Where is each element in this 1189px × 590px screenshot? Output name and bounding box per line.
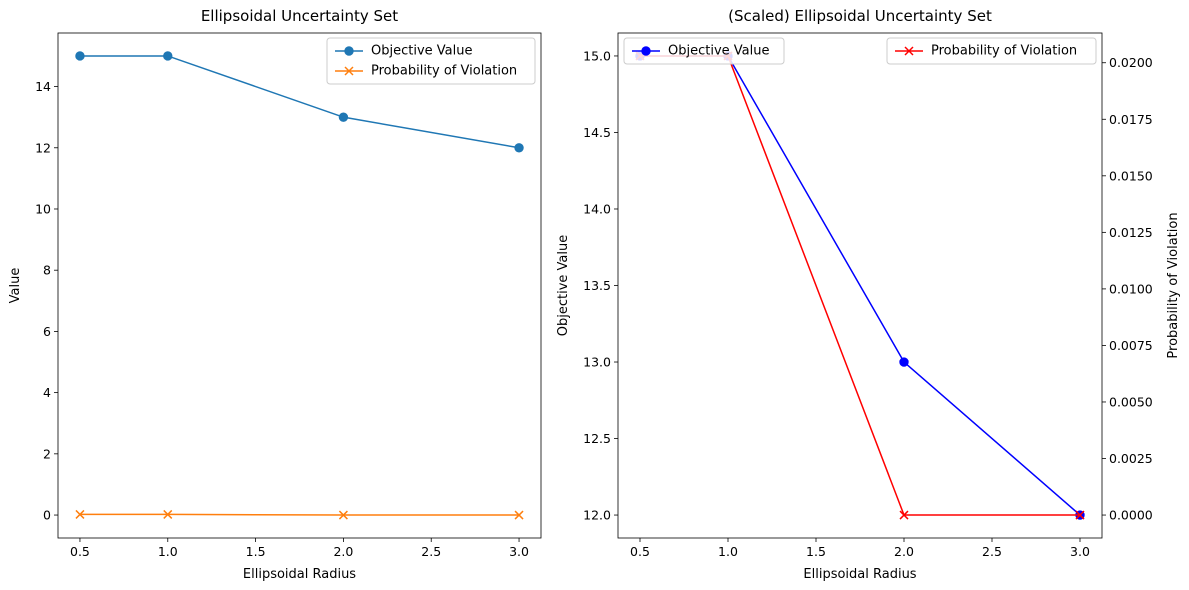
c2-plot-frame: [617, 32, 1103, 539]
c1-ytick-label-7: 14: [35, 79, 51, 94]
c1-plot-frame: [57, 32, 542, 539]
c2-xtick-label-1: 1.0: [718, 544, 738, 559]
c2-point-s0-2: [899, 357, 909, 367]
c1-series-line-0: [79, 55, 520, 149]
c1-ylabel: Value: [8, 268, 23, 304]
c2-ytick-label-1: 12.5: [583, 431, 611, 446]
c1-point-s1-1: [163, 509, 173, 519]
c1-xtick-label-0: 0.5: [70, 544, 90, 559]
c2-ytick-label-5: 14.5: [583, 125, 611, 140]
c2-y2tick-label-6: 0.0150: [1109, 168, 1153, 183]
c1-legend-box: [326, 37, 536, 85]
c1-legend-label-0: Objective Value: [371, 44, 472, 59]
c1-ytick-label-5: 10: [35, 201, 51, 216]
c2-xtick-label-0: 0.5: [630, 544, 650, 559]
c1-xtick-label-2: 1.5: [246, 544, 266, 559]
c1-ytick-label-1: 2: [43, 446, 51, 461]
c1-ytick-label-3: 6: [43, 324, 51, 339]
c1-xlabel: Ellipsoidal Radius: [243, 567, 356, 582]
c2-y2label: Probability of Violation: [1166, 212, 1181, 358]
c2-title: (Scaled) Ellipsoidal Uncertainty Set: [728, 7, 992, 25]
c1-xtick-label-5: 3.0: [509, 544, 529, 559]
c2-y2tick-label-2: 0.0050: [1109, 394, 1153, 409]
c2-ytick-label-6: 15.0: [583, 48, 611, 63]
c2-y2tick-label-3: 0.0075: [1109, 338, 1153, 353]
c1-legend-marker-0: [344, 46, 354, 56]
c2-point-s1-2: [899, 510, 909, 520]
c1-xtick-label-3: 2.0: [333, 544, 353, 559]
c1-xtick-label-4: 2.5: [421, 544, 441, 559]
c2-xtick-label-4: 2.5: [982, 544, 1002, 559]
c1-ytick-label-2: 4: [43, 385, 51, 400]
c2-ytick-label-0: 12.0: [583, 508, 611, 523]
c1-point-s0-1: [163, 51, 173, 61]
c2-right-legend-box: [886, 37, 1097, 65]
c1-legend-label-1: Probability of Violation: [371, 64, 517, 79]
c1-ytick-label-6: 12: [35, 140, 51, 155]
c2-xlabel: Ellipsoidal Radius: [803, 567, 916, 582]
c2-left-legend-box: [623, 37, 785, 65]
c1-xtick-label-1: 1.0: [158, 544, 178, 559]
c1-point-s0-0: [75, 51, 85, 61]
c1-point-s0-2: [338, 112, 349, 122]
c2-y2tick-label-1: 0.0025: [1109, 451, 1153, 466]
c2-ytick-label-4: 14.0: [583, 201, 611, 216]
c2-xtick-label-5: 3.0: [1070, 544, 1090, 559]
c1-ytick-label-4: 8: [43, 263, 51, 278]
c1-point-s1-0: [75, 509, 85, 519]
c1-title: Ellipsoidal Uncertainty Set: [201, 7, 398, 25]
c2-series-line-0: [640, 55, 1081, 516]
c2-y2tick-label-8: 0.0200: [1109, 55, 1153, 70]
c2-y2tick-label-7: 0.0175: [1109, 112, 1153, 127]
c2-left-legend-label-0: Objective Value: [668, 44, 769, 59]
c1-series-line-1: [79, 513, 520, 516]
c2-xtick-label-2: 1.5: [806, 544, 826, 559]
c1-legend-marker-1: [344, 66, 354, 76]
c1-point-s1-3: [514, 510, 524, 520]
c2-right-legend-marker-0: [904, 46, 914, 56]
c2-ytick-label-3: 13.5: [583, 278, 611, 293]
c2-ytick-label-2: 13.0: [583, 355, 611, 370]
c2-point-s1-3: [1075, 510, 1085, 520]
c1-point-s1-2: [338, 510, 348, 520]
c2-y2tick-label-5: 0.0125: [1109, 225, 1153, 240]
c2-y2tick-label-4: 0.0100: [1109, 281, 1153, 296]
c2-ylabel: Objective Value: [556, 235, 571, 336]
c2-y2tick-label-0: 0.0000: [1109, 508, 1153, 523]
c1-point-s0-3: [514, 143, 524, 153]
c2-left-legend-marker-0: [641, 46, 651, 56]
c1-ytick-label-0: 0: [43, 508, 51, 523]
c2-right-legend-label-0: Probability of Violation: [931, 44, 1077, 59]
c2-xtick-label-3: 2.0: [894, 544, 914, 559]
